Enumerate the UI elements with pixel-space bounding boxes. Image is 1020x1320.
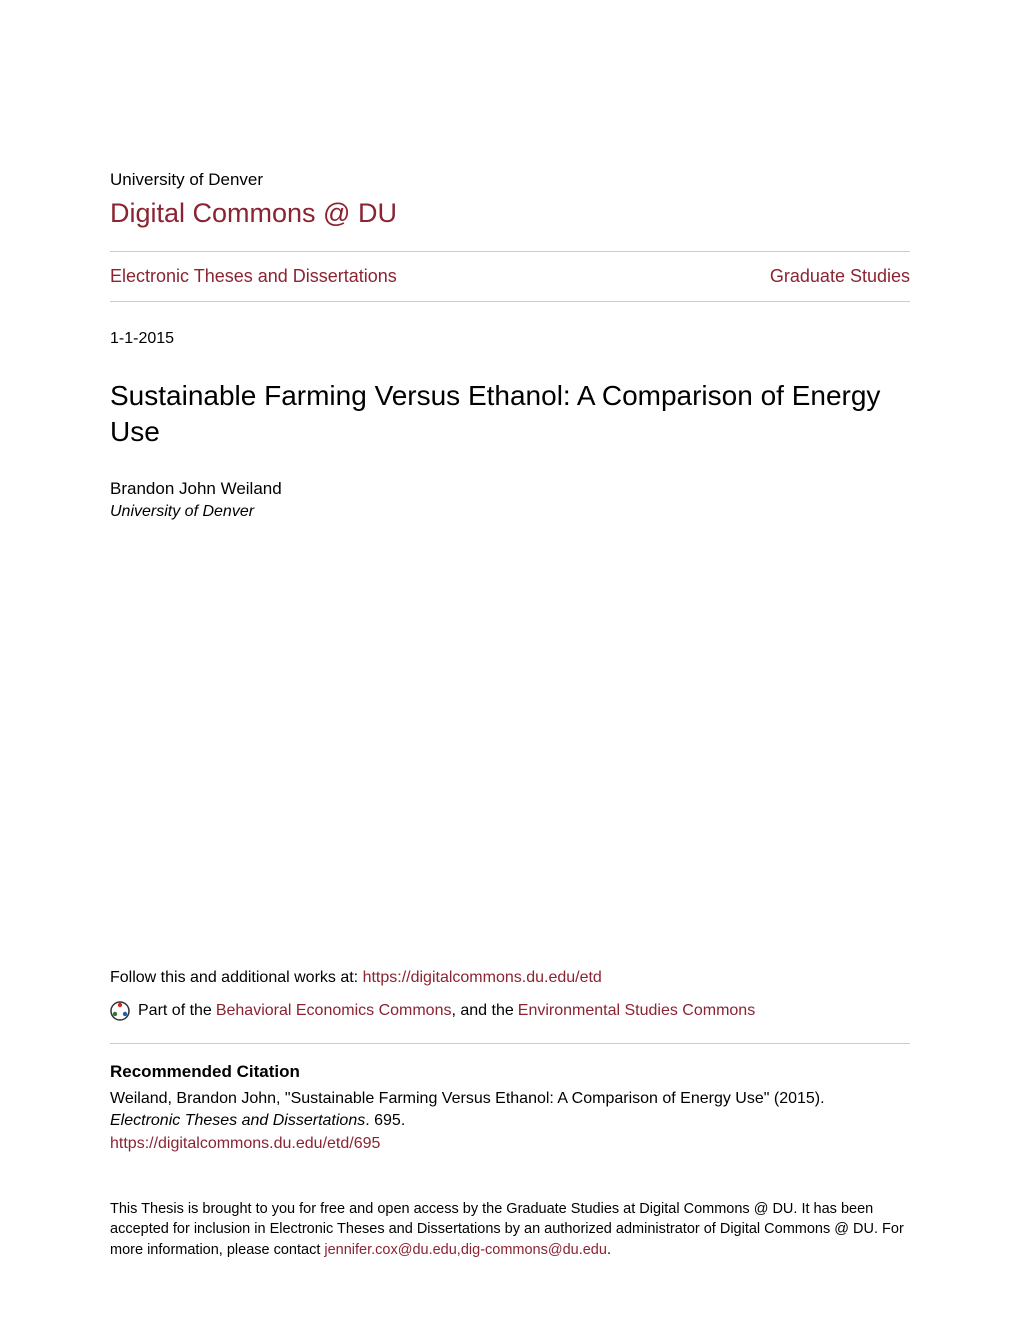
- collection-link[interactable]: Electronic Theses and Dissertations: [110, 266, 397, 287]
- citation-number: . 695.: [365, 1112, 405, 1129]
- commons-middle: , and the: [451, 1002, 513, 1020]
- footer-suffix: .: [607, 1242, 611, 1258]
- citation-divider: [110, 1043, 910, 1044]
- citation-line1: Weiland, Brandon John, "Sustainable Farm…: [110, 1090, 825, 1107]
- follow-line: Follow this and additional works at: htt…: [110, 969, 910, 987]
- nav-row: Electronic Theses and Dissertations Grad…: [110, 251, 910, 302]
- author-affiliation: University of Denver: [110, 503, 910, 521]
- university-label: University of Denver: [110, 170, 910, 190]
- citation-text: Weiland, Brandon John, "Sustainable Farm…: [110, 1088, 910, 1155]
- citation-url-link[interactable]: https://digitalcommons.du.edu/etd/695: [110, 1135, 380, 1152]
- site-title-link[interactable]: Digital Commons @ DU: [110, 198, 910, 229]
- paper-title: Sustainable Farming Versus Ethanol: A Co…: [110, 378, 910, 451]
- footer-email-link[interactable]: jennifer.cox@du.edu,dig-commons@du.edu: [324, 1242, 607, 1258]
- citation-heading: Recommended Citation: [110, 1062, 910, 1082]
- commons-line: Part of the Behavioral Economics Commons…: [110, 1001, 910, 1021]
- bottom-section: Follow this and additional works at: htt…: [110, 969, 910, 1260]
- footer-text: This Thesis is brought to you for free a…: [110, 1199, 910, 1260]
- publication-date: 1-1-2015: [110, 330, 910, 348]
- commons-prefix: Part of the: [138, 1002, 212, 1020]
- follow-url-link[interactable]: https://digitalcommons.du.edu/etd: [363, 969, 602, 986]
- network-icon: [110, 1001, 130, 1021]
- commons-link-2[interactable]: Environmental Studies Commons: [518, 1002, 755, 1020]
- commons-link-1[interactable]: Behavioral Economics Commons: [216, 1002, 452, 1020]
- follow-prefix: Follow this and additional works at:: [110, 969, 363, 986]
- graduate-studies-link[interactable]: Graduate Studies: [770, 266, 910, 287]
- citation-series: Electronic Theses and Dissertations: [110, 1112, 365, 1129]
- author-name: Brandon John Weiland: [110, 479, 910, 499]
